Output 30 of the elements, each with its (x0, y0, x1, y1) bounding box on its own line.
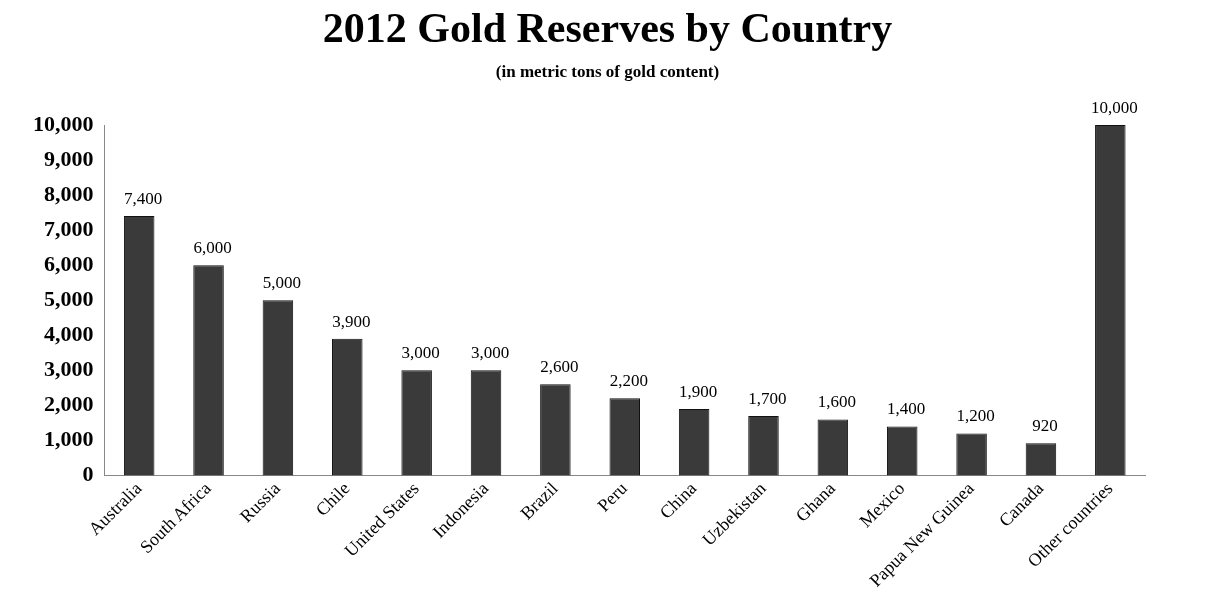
data-label: 3,900 (332, 311, 371, 331)
x-tick-label: Chile (311, 478, 354, 520)
data-label: 2,600 (540, 357, 579, 377)
data-label: 1,200 (956, 406, 995, 426)
y-tick-label: 10,000 (33, 110, 94, 136)
data-label: 1,400 (887, 399, 926, 419)
data-label: 920 (1032, 416, 1058, 436)
y-tick-label: 7,000 (44, 215, 94, 241)
data-label: 3,000 (470, 343, 510, 363)
data-label: 1,600 (817, 392, 856, 412)
chart-title: 2012 Gold Reserves by Country (321, 4, 894, 52)
y-tick-label: 6,000 (44, 250, 94, 276)
y-tick-label: 2,000 (44, 391, 94, 417)
chart-subtitle: (in metric tons of gold content) (494, 62, 721, 82)
data-label: 5,000 (262, 273, 302, 293)
y-tick-label: 0 (82, 461, 94, 487)
data-label: 10,000 (1090, 97, 1138, 117)
y-tick-label: 3,000 (44, 356, 94, 382)
data-label: 7,400 (124, 189, 163, 209)
data-label: 6,000 (193, 238, 232, 258)
data-label: 3,000 (401, 343, 440, 363)
data-label: 2,200 (609, 371, 648, 391)
y-tick-label: 5,000 (44, 285, 94, 311)
x-tick-label: Peru (593, 478, 631, 516)
y-tick-label: 8,000 (44, 180, 94, 206)
y-tick-label: 1,000 (44, 426, 94, 452)
data-label: 1,700 (748, 388, 787, 408)
y-tick-label: 9,000 (44, 145, 94, 171)
data-label: 1,900 (678, 381, 718, 401)
y-tick-label: 4,000 (44, 320, 94, 346)
